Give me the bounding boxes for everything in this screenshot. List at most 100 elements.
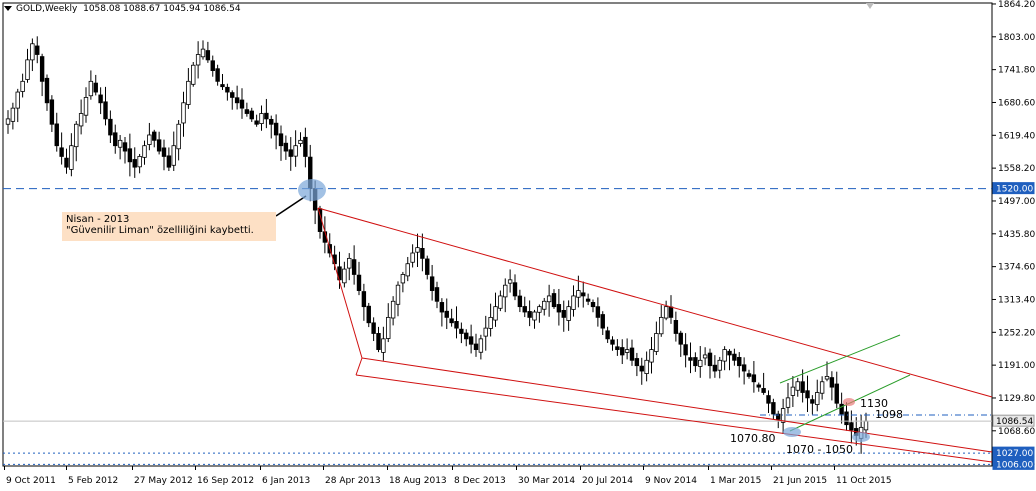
candle-body — [415, 247, 420, 253]
candle-body — [93, 82, 98, 93]
candle-body — [795, 381, 800, 391]
candle-body — [142, 145, 147, 158]
candle-body — [839, 403, 844, 415]
candle-body — [571, 295, 576, 310]
candle-body — [298, 139, 303, 144]
price-highlight-box — [992, 457, 1035, 470]
price-highlight-box — [992, 182, 1035, 195]
candle-body — [659, 316, 664, 335]
candle-body — [434, 287, 440, 302]
candle-body — [347, 257, 352, 269]
candle-body — [727, 350, 732, 356]
trendlines — [3, 179, 993, 465]
dropdown-arrow-icon[interactable] — [4, 6, 12, 11]
date-tick-label: 20 Jul 2014 — [582, 476, 633, 486]
candle-body — [634, 358, 640, 367]
highlight-ellipse-2013 — [298, 179, 326, 201]
candle-body — [420, 248, 425, 259]
candle-body — [215, 68, 220, 82]
candle-body — [537, 306, 542, 313]
candle-body — [225, 86, 230, 93]
date-tick-label: 5 Feb 2012 — [68, 476, 118, 486]
candle-body — [83, 97, 89, 116]
date-tick-label: 9 Oct 2011 — [6, 476, 56, 486]
candle-body — [49, 99, 55, 125]
candle-body — [790, 386, 796, 396]
candle-body — [503, 284, 508, 298]
candle-body — [103, 101, 108, 120]
candle-body — [707, 352, 713, 367]
candle-body — [161, 147, 167, 157]
candle-body — [108, 118, 113, 136]
candle-body — [849, 422, 854, 431]
candle-body — [59, 147, 64, 157]
highlight-ellipse-1130 — [843, 398, 855, 406]
date-tick-label: 1 Mar 2015 — [710, 476, 761, 486]
candle-body — [371, 322, 376, 334]
candle-body — [35, 45, 40, 55]
candle-body — [39, 56, 45, 82]
candle-body — [283, 142, 289, 152]
candle-body — [200, 48, 206, 58]
candle-body — [429, 276, 435, 291]
candle-body — [527, 311, 532, 318]
candle-body — [78, 113, 84, 127]
channel-corner — [355, 357, 363, 376]
candle-body — [234, 97, 240, 104]
price-tick-label: 1374.60 — [998, 263, 1035, 273]
candle-body — [556, 304, 562, 313]
callout-pointer — [275, 195, 307, 217]
candle-body — [137, 156, 142, 168]
candle-body — [64, 157, 69, 168]
candle-body — [230, 92, 235, 98]
candle-body — [644, 359, 649, 374]
candle-body — [576, 290, 581, 298]
candle-body — [834, 383, 839, 404]
candle-body — [605, 330, 610, 340]
candle-body — [542, 300, 547, 310]
candle-body — [127, 148, 133, 163]
candle-body — [74, 123, 79, 148]
candle-body — [191, 64, 196, 85]
ohlc-values: 1058.08 1088.67 1045.94 1086.54 — [83, 4, 241, 14]
candle-body — [376, 333, 381, 350]
candle-body — [771, 402, 776, 415]
price-highlight-label: 1086.54 — [996, 417, 1033, 427]
axes: 1864.20 1803.00 1741.80 1680.60 1619.40 1558.… — [4, 0, 1035, 486]
level-annotation: 1130 — [860, 397, 888, 410]
candle-body — [459, 328, 464, 334]
price-highlight-label: 1520.00 — [996, 185, 1033, 195]
candle-body — [756, 384, 761, 388]
candle-body — [673, 320, 679, 334]
candle-body — [620, 347, 625, 356]
candle-body — [732, 353, 737, 361]
price-tick-label: 1435.80 — [998, 230, 1035, 240]
price-tick-label: 1068.60 — [998, 427, 1035, 437]
candle-body — [566, 306, 571, 321]
candle-body — [278, 133, 284, 147]
candle-body — [698, 359, 703, 367]
date-tick-label: 11 Oct 2015 — [836, 476, 892, 486]
candle-body — [668, 306, 674, 318]
candle-body — [122, 142, 128, 152]
candle-body — [342, 268, 347, 284]
candle-body — [751, 374, 757, 383]
price-tick-label: 1129.80 — [998, 394, 1035, 404]
candle-body — [610, 339, 615, 345]
candle-body — [400, 274, 406, 284]
candle-body — [678, 332, 683, 345]
candle-body — [288, 149, 293, 157]
candle-body — [152, 131, 157, 141]
candle-body — [824, 376, 830, 380]
chart-header: GOLD,Weekly 1058.08 1088.67 1045.94 1086… — [4, 4, 241, 14]
candle-body — [186, 80, 191, 105]
candle-body — [741, 364, 747, 372]
candle-body — [425, 258, 430, 275]
candle-body — [117, 139, 123, 148]
candle-body — [507, 279, 513, 284]
candle-body — [488, 316, 493, 329]
candle-body — [639, 365, 644, 372]
candle-body — [551, 293, 557, 308]
candle-body — [702, 354, 708, 359]
